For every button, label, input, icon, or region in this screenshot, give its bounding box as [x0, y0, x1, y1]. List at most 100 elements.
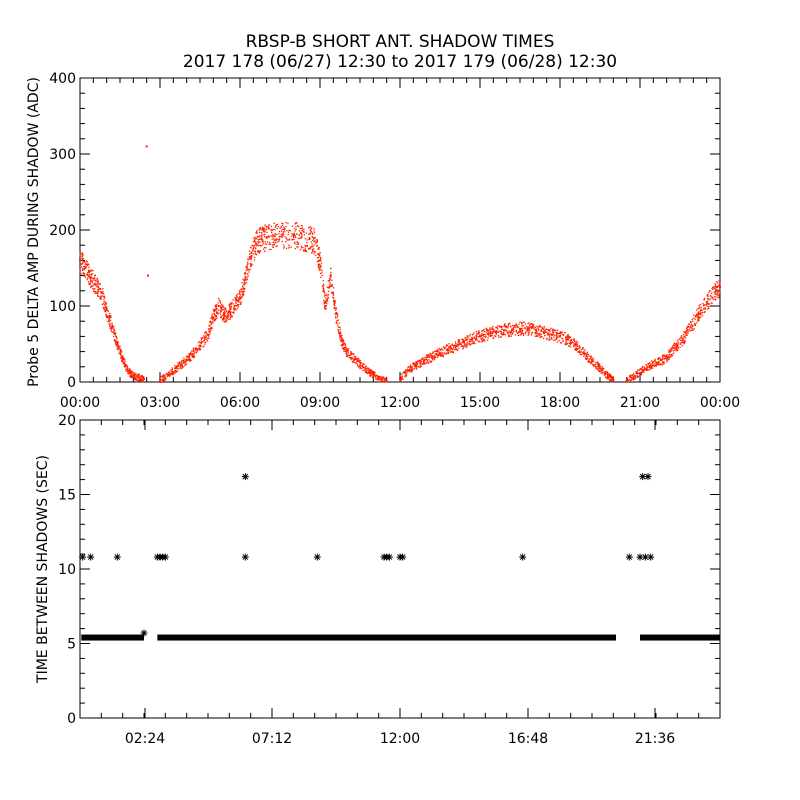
- data-point: [657, 361, 659, 363]
- data-point: [329, 284, 331, 286]
- data-point: [370, 370, 372, 372]
- data-point: [245, 281, 248, 284]
- data-point: [202, 346, 204, 348]
- data-point: [464, 343, 466, 345]
- data-point: [285, 240, 287, 243]
- data-point: [117, 343, 119, 345]
- data-point: [640, 372, 642, 374]
- data-point: [538, 334, 540, 336]
- data-point: [487, 337, 489, 339]
- data-point: [589, 358, 591, 360]
- data-point: [631, 378, 634, 380]
- data-point: [538, 325, 541, 327]
- data-point: [446, 352, 448, 354]
- data-point: [88, 281, 90, 283]
- data-point: [206, 340, 209, 342]
- data-point: [420, 366, 422, 368]
- data-point: [273, 243, 276, 245]
- data-point: [171, 369, 173, 371]
- data-point: [132, 371, 134, 374]
- data-point: [611, 375, 613, 378]
- data-point: [571, 338, 573, 341]
- data-point: [127, 369, 130, 372]
- data-point: [138, 375, 140, 377]
- data-point: [461, 341, 463, 344]
- data-point: [379, 380, 381, 383]
- data-point: [598, 365, 600, 368]
- data-point: [220, 307, 222, 309]
- data-point: [713, 288, 715, 290]
- data-point: [132, 373, 134, 375]
- data-point: [129, 370, 131, 372]
- data-point: [579, 353, 582, 356]
- data-point: [533, 326, 535, 328]
- data-point: [176, 370, 178, 373]
- data-point: [627, 379, 629, 382]
- data-point: [382, 377, 384, 380]
- data-point: [170, 372, 172, 374]
- data-point: [414, 364, 416, 366]
- data-point: [250, 262, 252, 265]
- data-point: [345, 346, 347, 348]
- data-point: [108, 321, 111, 323]
- data-point: [652, 360, 654, 363]
- data-point: [323, 289, 325, 291]
- data-point: [411, 366, 414, 368]
- data-point: [165, 374, 167, 376]
- data-point: [289, 238, 291, 240]
- data-point: [246, 264, 248, 266]
- data-point: [194, 349, 197, 351]
- data-point: [707, 303, 710, 306]
- data-point: [714, 293, 716, 295]
- data-point: [408, 370, 410, 373]
- data-point: [237, 306, 240, 308]
- data-point: [576, 349, 578, 351]
- data-point: [285, 247, 288, 249]
- data-point: [93, 283, 96, 286]
- data-point: [415, 364, 417, 366]
- data-point: [284, 228, 286, 230]
- data-point: [537, 327, 539, 329]
- data-point: [188, 358, 191, 360]
- data-point: [510, 335, 513, 337]
- data-point: [129, 371, 131, 374]
- data-point: [564, 332, 566, 334]
- data-point: [585, 355, 588, 358]
- data-point: [341, 343, 344, 345]
- data-point: [238, 303, 240, 306]
- data-point: [716, 281, 718, 283]
- data-point: [298, 234, 301, 237]
- data-point: [248, 257, 251, 260]
- data-point: [433, 357, 435, 360]
- data-point: [685, 333, 687, 335]
- data-point: [694, 315, 697, 317]
- data-point: [346, 354, 348, 356]
- data-point: [693, 314, 695, 316]
- data-point: [648, 366, 651, 369]
- data-point: [491, 334, 493, 336]
- data-point: [559, 335, 561, 338]
- data-point: [291, 238, 294, 241]
- data-point: [501, 328, 503, 331]
- data-point: [119, 346, 121, 348]
- data-point: [405, 372, 407, 374]
- data-point: [454, 348, 456, 350]
- data-point: [649, 362, 651, 364]
- data-point: [161, 378, 164, 380]
- data-point: [135, 379, 137, 381]
- data-point: [498, 325, 501, 327]
- data-point: [446, 344, 448, 346]
- data-point: [247, 258, 249, 260]
- data-point: [485, 329, 488, 332]
- data-point: [513, 325, 515, 327]
- data-point: [271, 238, 273, 240]
- data-point: [196, 351, 198, 353]
- data-point: [641, 368, 643, 370]
- data-point: [94, 282, 96, 284]
- data-point: [111, 327, 113, 329]
- data-point: [273, 222, 275, 224]
- data-point: [403, 371, 405, 373]
- data-point: [226, 317, 229, 320]
- data-point: [580, 354, 583, 356]
- data-point: [224, 308, 226, 311]
